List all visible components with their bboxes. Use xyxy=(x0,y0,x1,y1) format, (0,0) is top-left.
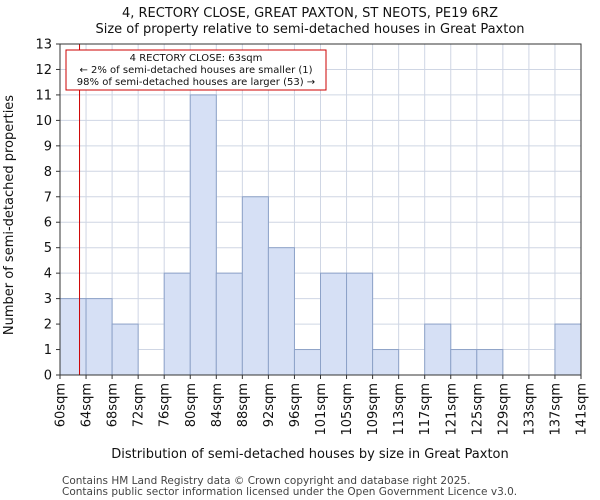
x-tick-label: 137sqm xyxy=(548,383,563,436)
histogram-bar xyxy=(372,349,400,376)
x-tick-label: 72sqm xyxy=(132,383,147,427)
histogram-bar xyxy=(111,323,139,376)
annotation-line-1: 4 RECTORY CLOSE: 63sqm xyxy=(130,53,263,64)
chart-subtitle: Size of property relative to semi-detach… xyxy=(95,22,524,37)
x-tick-label: 133sqm xyxy=(522,383,537,436)
histogram-bar xyxy=(59,298,87,376)
x-tick-label: 96sqm xyxy=(288,383,303,427)
x-tick-label: 68sqm xyxy=(106,383,121,427)
y-tick-label: 6 xyxy=(44,216,52,231)
histogram-bar xyxy=(476,349,504,376)
histogram-bar xyxy=(163,272,191,376)
annotation-box: 4 RECTORY CLOSE: 63sqm ← 2% of semi-deta… xyxy=(65,49,327,91)
histogram-bar xyxy=(450,349,478,376)
x-tick-label: 88sqm xyxy=(236,383,251,427)
x-tick-label: 117sqm xyxy=(418,383,433,436)
x-tick-label: 129sqm xyxy=(496,383,511,436)
x-tick-label: 105sqm xyxy=(340,383,355,436)
x-tick-label: 64sqm xyxy=(80,383,95,427)
plot-frame xyxy=(59,43,582,376)
histogram-bar xyxy=(424,323,452,376)
y-tick-label: 0 xyxy=(44,369,52,384)
histogram-bar xyxy=(554,323,582,376)
y-axis-label: Number of semi-detached properties xyxy=(2,95,17,335)
y-tick-label: 13 xyxy=(35,38,52,53)
x-tick-label: 121sqm xyxy=(444,383,459,436)
footer-line-1: Contains HM Land Registry data © Crown c… xyxy=(62,475,470,487)
x-tick-label: 76sqm xyxy=(158,383,173,427)
x-tick-label: 125sqm xyxy=(470,383,485,436)
y-tick-label: 10 xyxy=(35,114,52,129)
y-tick-label: 1 xyxy=(44,343,52,358)
histogram-bar xyxy=(293,349,322,376)
x-tick-label: 113sqm xyxy=(392,383,407,436)
x-tick-label: 109sqm xyxy=(366,383,381,436)
y-tick-label: 11 xyxy=(35,88,52,103)
histogram-bar xyxy=(267,247,295,376)
annotation-border xyxy=(65,49,327,91)
y-tick-label: 4 xyxy=(44,267,52,282)
x-axis-label: Distribution of semi-detached houses by … xyxy=(111,447,509,462)
annotation-line-3: 98% of semi-detached houses are larger (… xyxy=(77,77,315,88)
y-tick-label: 12 xyxy=(35,63,52,78)
y-tick-label: 9 xyxy=(44,139,52,154)
x-tick-label: 60sqm xyxy=(54,383,69,427)
y-tick-label: 2 xyxy=(44,318,52,333)
x-tick-label: 141sqm xyxy=(575,383,590,436)
y-tick-label: 8 xyxy=(44,165,52,180)
histogram-bar xyxy=(320,272,348,376)
chart-title: 4, RECTORY CLOSE, GREAT PAXTON, ST NEOTS… xyxy=(122,6,498,21)
histogram-bar xyxy=(189,94,217,376)
y-tick-label: 5 xyxy=(44,241,52,256)
histogram-bar xyxy=(346,272,374,376)
bars xyxy=(59,94,582,376)
annotation-line-2: ← 2% of semi-detached houses are smaller… xyxy=(79,65,312,76)
x-ticks: 60sqm 64sqm 68sqm 72sqm 76sqm 80sqm 84sqm 88sqm… xyxy=(54,375,590,436)
x-tick-label: 80sqm xyxy=(184,383,199,427)
x-tick-label: 92sqm xyxy=(262,383,277,427)
histogram-bar xyxy=(215,272,243,376)
x-tick-label: 101sqm xyxy=(314,383,329,436)
y-tick-label: 3 xyxy=(44,292,52,307)
x-tick-label: 84sqm xyxy=(210,383,225,427)
y-tick-label: 7 xyxy=(44,190,52,205)
histogram-bar xyxy=(241,196,269,376)
histogram-bar xyxy=(85,298,113,376)
footer-line-2: Contains public sector information licen… xyxy=(62,486,517,498)
